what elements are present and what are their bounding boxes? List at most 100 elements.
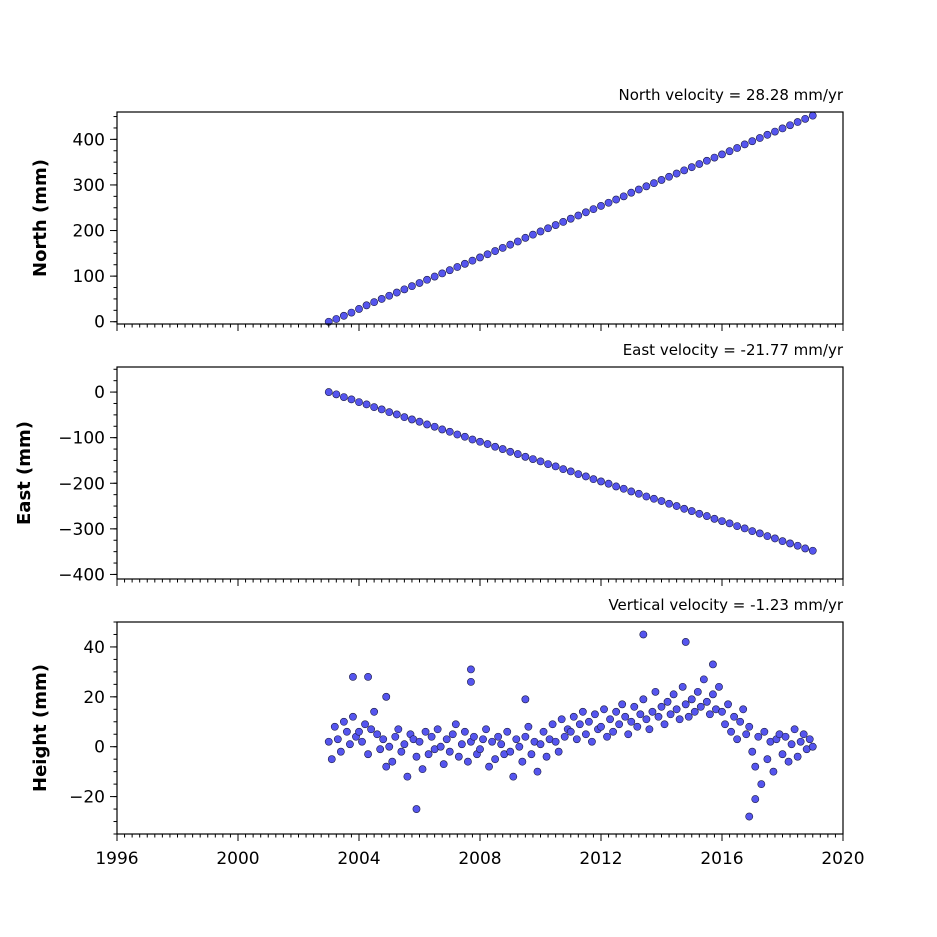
north-y-tick-label: 200: [73, 222, 105, 242]
height-data-point: [491, 755, 500, 764]
height-data-point: [442, 735, 451, 744]
height-data-point: [439, 760, 448, 769]
height-data-point: [518, 757, 527, 766]
height-data-point: [669, 690, 678, 699]
north-data-point: [786, 121, 794, 130]
east-data-point: [506, 447, 515, 456]
north-data-point: [347, 308, 356, 317]
height-data-point: [503, 727, 512, 736]
north-data-point: [725, 147, 734, 156]
height-data-point: [805, 735, 814, 744]
height-data-point: [681, 638, 690, 646]
north-data-point: [718, 150, 726, 159]
height-data-point: [421, 727, 430, 736]
height-data-point: [690, 707, 699, 716]
north-data-point: [544, 224, 552, 233]
height-data-point: [654, 712, 663, 721]
north-velocity-title: North velocity = 28.28 mm/yr: [619, 86, 844, 104]
height-data-point: [497, 740, 506, 749]
height-panel: 1996 2000 2004 2008 2012 2016 2020 40 20 0 −20 Heig…: [30, 596, 865, 869]
height-data-point: [778, 750, 787, 759]
east-data-point: [347, 395, 356, 404]
height-data-point: [709, 690, 717, 699]
east-data-point: [332, 390, 341, 399]
x-tick-label: 2016: [700, 849, 743, 869]
height-data-point: [557, 715, 566, 724]
height-data-point: [742, 730, 751, 739]
height-data-point: [572, 735, 581, 744]
north-data-point: [597, 202, 605, 210]
east-data-point: [468, 435, 477, 444]
north-panel: 0 100 200 300 400 North (mm) North velocity = …: [30, 86, 844, 333]
height-data-point: [790, 725, 799, 734]
east-data-point: [400, 413, 409, 422]
east-data-point: [559, 465, 568, 474]
height-data-point: [515, 742, 524, 751]
north-y-tick-label: 0: [94, 313, 105, 333]
north-data-point: [491, 247, 500, 255]
height-data-point: [370, 707, 379, 716]
north-data-point: [808, 111, 817, 120]
height-data-point: [724, 700, 732, 709]
height-data-point: [388, 757, 397, 766]
height-data-point: [639, 630, 648, 639]
height-data-point: [521, 695, 530, 704]
east-data-point: [786, 539, 794, 548]
height-data-point: [715, 682, 723, 691]
height-data-point: [433, 725, 442, 734]
height-data-point: [796, 737, 805, 746]
height-data-point: [333, 735, 342, 744]
height-data-point: [575, 720, 584, 729]
east-y-tick-label: −300: [58, 520, 105, 540]
x-tick-label: 1996: [95, 849, 138, 869]
north-axes-frame: [116, 111, 844, 325]
north-data-point: [392, 288, 401, 297]
height-data-point: [709, 660, 717, 669]
north-data-point: [619, 192, 628, 201]
height-data-point: [751, 762, 760, 771]
north-data-point: [430, 272, 439, 281]
east-data-point: [619, 484, 628, 493]
x-tick-label: 2020: [821, 849, 864, 869]
height-data-point: [512, 735, 521, 744]
east-data-point: [574, 470, 583, 479]
north-data-point: [377, 295, 386, 303]
north-data-point: [801, 114, 810, 123]
north-y-tick-label: 300: [73, 176, 105, 196]
height-data-point: [397, 747, 406, 756]
height-data-point: [645, 725, 654, 734]
east-y-tick-label: 0: [94, 383, 105, 403]
north-data-point: [355, 305, 363, 313]
east-data-point: [748, 527, 757, 536]
east-data-point: [733, 522, 742, 531]
north-data-point: [559, 217, 568, 226]
east-data-point: [362, 400, 371, 409]
east-data-point: [763, 532, 772, 541]
east-data-point: [385, 408, 394, 417]
height-data-point: [342, 727, 351, 736]
height-data-point: [427, 732, 436, 741]
height-data-point: [451, 720, 460, 729]
height-data-point: [627, 717, 636, 726]
height-y-tick-label: 20: [83, 688, 105, 708]
north-data-point: [702, 156, 711, 165]
height-data-point: [730, 712, 738, 721]
north-points: [324, 111, 817, 326]
east-data-point: [453, 430, 462, 439]
height-data-point: [533, 767, 542, 776]
north-data-point: [460, 259, 469, 268]
north-data-point: [400, 285, 409, 294]
north-data-point: [778, 124, 787, 133]
height-data-point: [358, 737, 366, 746]
height-data-point: [542, 752, 551, 761]
north-data-point: [672, 169, 681, 178]
height-data-point: [385, 742, 394, 751]
east-data-point: [491, 442, 500, 451]
height-y-tick-label: −20: [69, 788, 105, 808]
height-data-point: [621, 712, 630, 721]
height-data-point: [394, 725, 403, 734]
height-data-point: [412, 805, 421, 813]
north-data-point: [657, 176, 666, 184]
